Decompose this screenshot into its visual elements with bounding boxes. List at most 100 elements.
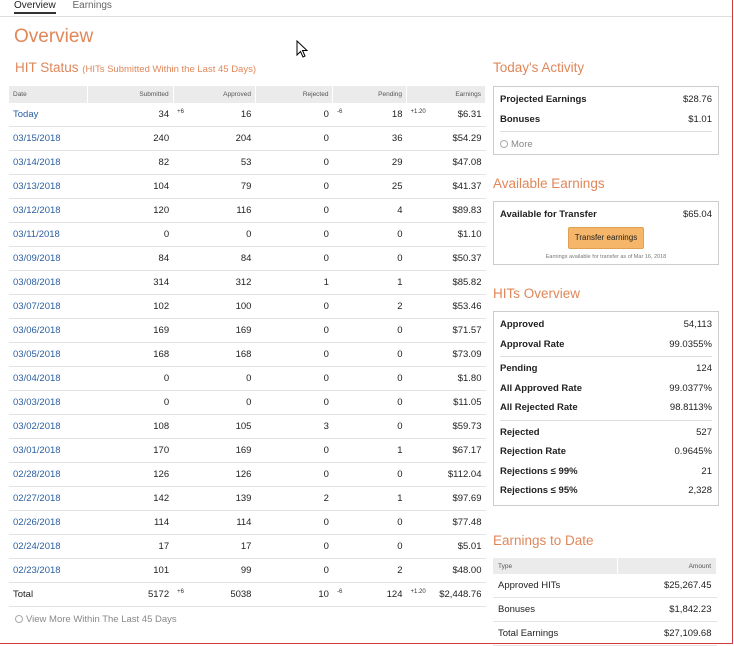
date-cell[interactable]: 03/14/2018: [9, 150, 88, 175]
table-row: 03/14/2018 82 53 0 29 $47.08: [9, 150, 486, 175]
earnings-cell-value: $54.29: [452, 133, 482, 144]
rejected-cell: 0: [255, 294, 333, 319]
date-cell[interactable]: 02/26/2018: [9, 510, 88, 535]
view-more-link[interactable]: View More Within The Last 45 Days: [15, 614, 177, 625]
approved-cell-value: 16: [240, 109, 252, 120]
date-cell[interactable]: 03/07/2018: [9, 294, 88, 319]
rejected-cell-value: 0: [323, 133, 329, 144]
col-date[interactable]: Date: [9, 86, 88, 103]
submitted-cell-value: 240: [153, 133, 170, 144]
date-cell[interactable]: 02/28/2018: [9, 462, 88, 487]
pending-cell: 0: [332, 390, 407, 415]
col-rejected[interactable]: Rejected: [255, 86, 334, 103]
col-approved[interactable]: Approved: [173, 86, 256, 103]
date-cell[interactable]: 02/27/2018: [9, 486, 88, 511]
table-row: 03/05/2018 168 168 0 0 $73.09: [9, 342, 486, 367]
approved-cell: 0: [173, 366, 256, 391]
earnings-cell: $11.05: [406, 390, 486, 415]
earnings-cell: $53.46: [406, 294, 486, 319]
rejected-cell-value: 0: [323, 517, 329, 528]
approved-cell: 169: [173, 438, 256, 463]
submitted-cell: 240: [87, 126, 174, 151]
date-cell[interactable]: 03/03/2018: [9, 390, 88, 415]
projected-earnings-value: $28.76: [682, 94, 712, 106]
rejected-cell: 0: [255, 246, 333, 271]
table-row: 03/09/2018 84 84 0 0 $50.37: [9, 246, 486, 271]
date-cell[interactable]: 03/05/2018: [9, 342, 88, 367]
date-cell[interactable]: 03/12/2018: [9, 198, 88, 223]
rejection-rate-row: Rejection Rate 0.9645%: [494, 442, 718, 462]
col-earnings[interactable]: Earnings: [406, 86, 486, 103]
date-cell[interactable]: 03/08/2018: [9, 270, 88, 295]
rejected-cell-value: 0: [323, 373, 329, 384]
rejected-cell: 0: [255, 390, 333, 415]
submitted-cell-value: 84: [158, 253, 170, 264]
approved-cell: +6 16: [173, 103, 256, 127]
earnings-cell-value: $41.37: [452, 181, 482, 192]
approved-cell: 0: [173, 222, 256, 247]
type-cell: Approved HITs: [493, 574, 618, 598]
col-submitted[interactable]: Submitted: [87, 86, 174, 103]
date-cell[interactable]: 03/09/2018: [9, 246, 88, 271]
submitted-cell: 0: [87, 366, 174, 391]
pending-cell: 1: [332, 438, 407, 463]
col-pending[interactable]: Pending: [332, 86, 407, 103]
earnings-cell: $48.00: [406, 558, 486, 583]
rejected-cell: 0: [255, 222, 333, 247]
submitted-cell: 108: [87, 414, 174, 439]
date-cell-value: 02/27/2018: [13, 493, 61, 504]
submitted-cell-value: 0: [163, 229, 170, 240]
bonuses-label: Bonuses: [500, 113, 541, 125]
earnings-cell: $47.08: [406, 150, 486, 175]
submitted-cell-value: 126: [153, 469, 170, 480]
submitted-cell: 114: [87, 510, 174, 535]
date-cell[interactable]: 03/01/2018: [9, 438, 88, 463]
table-row: 02/27/2018 142 139 2 1 $97.69: [9, 486, 486, 511]
pending-cell: 4: [332, 198, 407, 223]
pending-cell: 36: [332, 126, 407, 151]
table-row: 03/03/2018 0 0 0 0 $11.05: [9, 390, 486, 415]
date-cell[interactable]: Today: [9, 103, 88, 127]
date-cell[interactable]: 02/24/2018: [9, 534, 88, 559]
earnings-cell-value: $112.04: [447, 469, 482, 480]
approved-cell: +6 5038: [173, 582, 256, 607]
submitted-cell: 102: [87, 294, 174, 319]
bonuses-row: Bonuses $1.01: [494, 110, 718, 130]
available-transfer-value: $65.04: [682, 209, 712, 221]
tab-overview[interactable]: Overview: [14, 0, 56, 14]
rejections-99-label: Rejections ≤ 99%: [500, 465, 578, 477]
date-cell-value: 03/12/2018: [13, 205, 61, 216]
approved-cell: 17: [173, 534, 256, 559]
approved-cell-value: 0: [246, 229, 252, 240]
submitted-cell-value: 5172: [147, 589, 170, 600]
transfer-earnings-button[interactable]: Transfer earnings: [568, 226, 644, 249]
pending-cell: 1: [332, 270, 407, 295]
date-cell[interactable]: 03/02/2018: [9, 414, 88, 439]
available-earnings-panel: Available for Transfer $65.04 Transfer e…: [493, 201, 719, 265]
date-cell[interactable]: 02/23/2018: [9, 558, 88, 583]
tab-earnings[interactable]: Earnings: [72, 0, 112, 11]
earnings-cell-value: $5.01: [457, 541, 482, 552]
approved-label: Approved: [500, 319, 545, 331]
rejected-cell: 0: [255, 150, 333, 175]
date-cell-value: 03/04/2018: [13, 373, 61, 384]
rejections-95-row: Rejections ≤ 95% 2,328: [494, 481, 718, 501]
pending-label: Pending: [500, 363, 538, 375]
earnings-cell-value: $48.00: [452, 565, 482, 576]
date-cell[interactable]: 03/04/2018: [9, 366, 88, 391]
pending-cell-value: 0: [397, 253, 403, 264]
date-cell[interactable]: 03/13/2018: [9, 174, 88, 199]
earnings-cell-value: $1.10: [457, 229, 482, 240]
pending-cell-value: 0: [397, 397, 403, 408]
date-cell[interactable]: 03/06/2018: [9, 318, 88, 343]
date-cell[interactable]: 03/11/2018: [9, 222, 88, 247]
approved-cell-value: 116: [236, 205, 252, 216]
delta-badge: +1.20: [410, 109, 426, 115]
approved-cell-value: 53: [240, 157, 252, 168]
bonuses-value: $1.01: [688, 113, 712, 125]
earnings-cell-value: $59.73: [452, 421, 482, 432]
more-link[interactable]: More: [494, 134, 718, 154]
date-cell[interactable]: 03/15/2018: [9, 126, 88, 151]
pending-cell-value: 29: [391, 157, 403, 168]
pending-cell: 0: [332, 318, 407, 343]
